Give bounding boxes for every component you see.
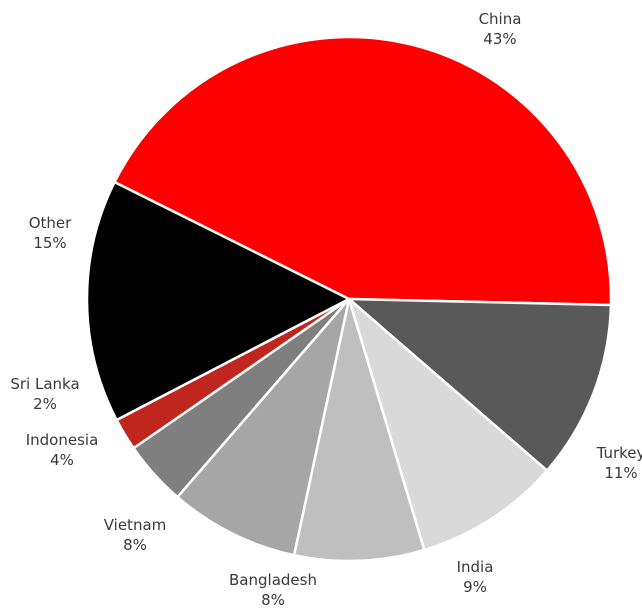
- label-vietnam: Vietnam 8%: [104, 516, 167, 554]
- slice-turkey: [347, 297, 613, 472]
- label-other-percent: 15%: [33, 234, 66, 252]
- label-china-percent: 43%: [483, 30, 516, 48]
- label-turkey-name: Turkey: [596, 444, 642, 462]
- label-vietnam-percent: 8%: [123, 536, 147, 554]
- label-bangladesh-percent: 8%: [261, 591, 285, 609]
- label-indonesia-name: Indonesia: [26, 431, 99, 449]
- label-bangladesh-name: Bangladesh: [229, 571, 317, 589]
- slice-india: [347, 297, 549, 552]
- label-indonesia-percent: 4%: [50, 451, 74, 469]
- slice-other: [85, 180, 351, 422]
- pie-labels: China 43%Turkey 11%India 9%Bangladesh 8%Viet…: [10, 10, 642, 609]
- label-china-name: China: [479, 10, 522, 28]
- label-indonesia: Indonesia 4%: [26, 431, 99, 469]
- label-other: Other 15%: [29, 214, 72, 252]
- slice-china: [113, 35, 613, 307]
- pie-slices: [85, 35, 613, 563]
- label-sri-lanka-name: Sri Lanka: [10, 375, 79, 393]
- label-vietnam-name: Vietnam: [104, 516, 167, 534]
- label-sri-lanka: Sri Lanka 2%: [10, 375, 79, 413]
- label-india-percent: 9%: [463, 578, 487, 596]
- slice-bangladesh: [292, 297, 426, 563]
- label-other-name: Other: [29, 214, 72, 232]
- label-bangladesh: Bangladesh 8%: [229, 571, 317, 609]
- label-turkey-percent: 11%: [604, 464, 637, 482]
- label-sri-lanka-percent: 2%: [33, 395, 57, 413]
- label-india-name: India: [457, 558, 494, 576]
- slice-vietnam: [176, 297, 351, 557]
- label-turkey: Turkey 11%: [596, 444, 642, 482]
- label-china: China 43%: [479, 10, 522, 48]
- label-india: India 9%: [457, 558, 494, 596]
